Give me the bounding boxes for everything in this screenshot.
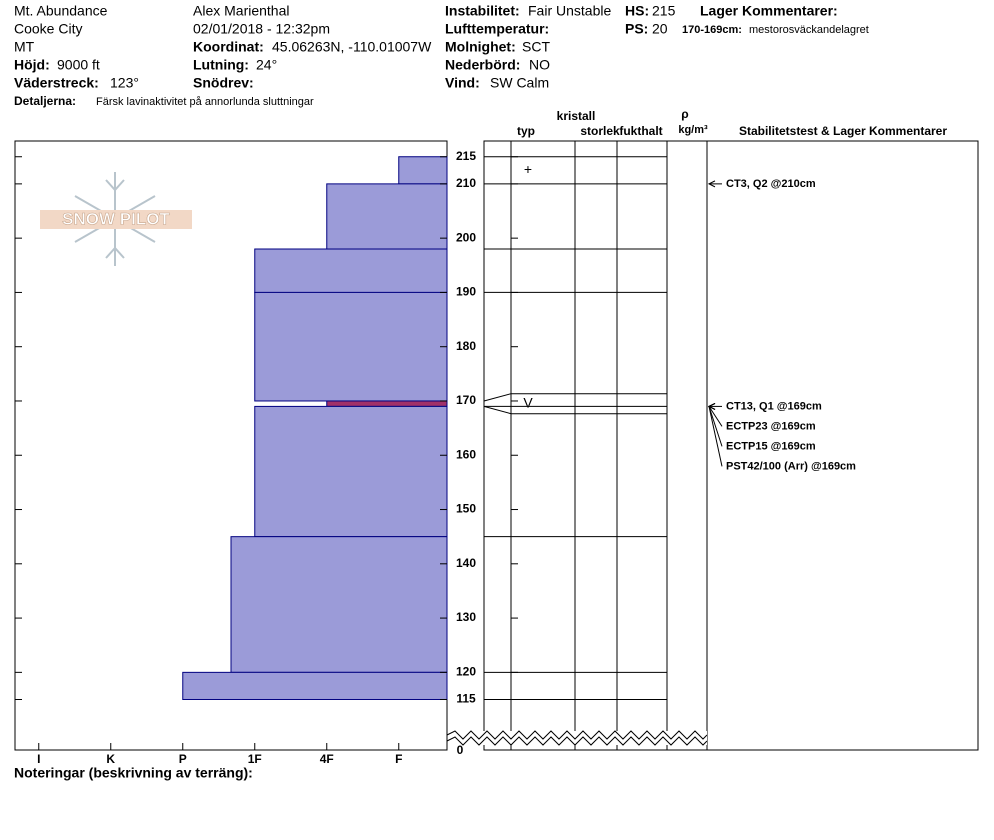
- test-arrow: [708, 406, 723, 447]
- y-tick-label: 140: [456, 556, 476, 570]
- field-label: Nederbörd:: [445, 57, 520, 73]
- field-label: Lager Kommentarer:: [700, 3, 838, 19]
- y-tick-label: 150: [456, 502, 476, 516]
- x-tick-label: F: [395, 752, 402, 766]
- observer: Alex Marienthal: [193, 3, 290, 19]
- x-tick-label: I: [37, 752, 40, 766]
- field-value: Färsk lavinaktivitet på annorlunda slutt…: [96, 96, 314, 108]
- y-tick-label: 210: [456, 176, 476, 190]
- y-tick-label: 170: [456, 393, 476, 407]
- field-value: 123°: [110, 75, 139, 91]
- field-value: Fair Unstable: [528, 3, 611, 19]
- layer: [326, 183, 448, 250]
- column-header: fukthalt: [619, 124, 662, 138]
- field-label: Koordinat:: [193, 39, 264, 55]
- field-label: Höjd:: [14, 57, 50, 73]
- field-label: Instabilitet:: [445, 3, 520, 19]
- field-value: 20: [652, 21, 668, 37]
- logo-text: SNOW PILOT: [62, 209, 170, 228]
- field-value: 45.06263N, -110.01007W: [272, 39, 432, 55]
- column-lines: [510, 141, 708, 750]
- notes: Noteringar (beskrivning av terräng):: [14, 765, 253, 781]
- y-tick-label: 130: [456, 610, 476, 624]
- y-tick-label: 120: [456, 665, 476, 679]
- logo-band: [40, 210, 192, 229]
- field-label: Vind:: [445, 75, 480, 91]
- x-tick-label: K: [106, 752, 115, 766]
- test-arrow: [708, 406, 723, 427]
- state: MT: [14, 39, 35, 55]
- layer-boundary: [483, 405, 667, 415]
- field-value: SCT: [522, 39, 550, 55]
- test-label: ECTP23 @169cm: [726, 420, 816, 432]
- field-label: Lutning:: [193, 57, 249, 73]
- test-arrow: [708, 406, 723, 467]
- column-header: kristall: [557, 109, 596, 123]
- y-tick-label: 160: [456, 447, 476, 461]
- field-value: 24°: [256, 57, 277, 73]
- layer: [326, 400, 448, 407]
- layer: [230, 536, 448, 673]
- comment-value: mestorosväckandelagret: [749, 24, 869, 36]
- field-label: Väderstreck:: [14, 75, 99, 91]
- column-header: ρ: [681, 107, 688, 121]
- y-tick-label: 215: [456, 149, 476, 163]
- x-tick-label: P: [179, 752, 187, 766]
- x-tick-label: 4F: [320, 752, 334, 766]
- layer-group: [182, 156, 448, 700]
- test-label: CT13, Q1 @169cm: [726, 400, 822, 412]
- layer: [254, 248, 448, 293]
- grain-symbol: V: [523, 394, 533, 410]
- field-label: Snödrev:: [193, 75, 254, 91]
- comment-label: 170-169cm:: [682, 24, 742, 36]
- field-value: 9000 ft: [57, 57, 100, 73]
- layer: [182, 671, 448, 700]
- y-tick-label: 180: [456, 339, 476, 353]
- field-value: NO: [529, 57, 550, 73]
- x-tick-label: 1F: [248, 752, 262, 766]
- y-tick-label: 115: [456, 692, 476, 706]
- column-header: storlek: [580, 124, 620, 138]
- column-header: typ: [517, 124, 535, 138]
- field-label: Detaljerna:: [14, 94, 76, 108]
- field-value: SW Calm: [490, 75, 549, 91]
- layer: [398, 156, 448, 185]
- grain-symbol: +: [524, 161, 532, 177]
- location: Mt. Abundance: [14, 3, 108, 19]
- table-frame: [483, 140, 979, 751]
- y-tick-label: 200: [456, 230, 476, 244]
- area: Cooke City: [14, 21, 82, 37]
- arrow-head: [707, 180, 716, 188]
- column-header: Stabilitetstest & Lager Kommentarer: [739, 124, 947, 138]
- y-tick-label: 190: [456, 285, 476, 299]
- field-label: HS:: [625, 3, 649, 19]
- layer: [254, 405, 448, 538]
- break-mark: [446, 730, 708, 746]
- field-label: PS:: [625, 21, 648, 37]
- arrow-head: [707, 402, 716, 410]
- datetime: 02/01/2018 - 12:32pm: [193, 21, 330, 37]
- field-value: 215: [652, 3, 676, 19]
- field-label: Molnighet:: [445, 39, 516, 55]
- test-label: ECTP15 @169cm: [726, 440, 816, 452]
- test-label: CT3, Q2 @210cm: [726, 178, 816, 190]
- column-header: kg/m³: [678, 124, 708, 136]
- layer: [254, 291, 448, 402]
- test-label: PST42/100 (Arr) @169cm: [726, 460, 856, 472]
- field-label: Lufttemperatur:: [445, 21, 549, 37]
- y-tick-label: 0: [457, 743, 464, 757]
- layer-boundary: [483, 393, 667, 402]
